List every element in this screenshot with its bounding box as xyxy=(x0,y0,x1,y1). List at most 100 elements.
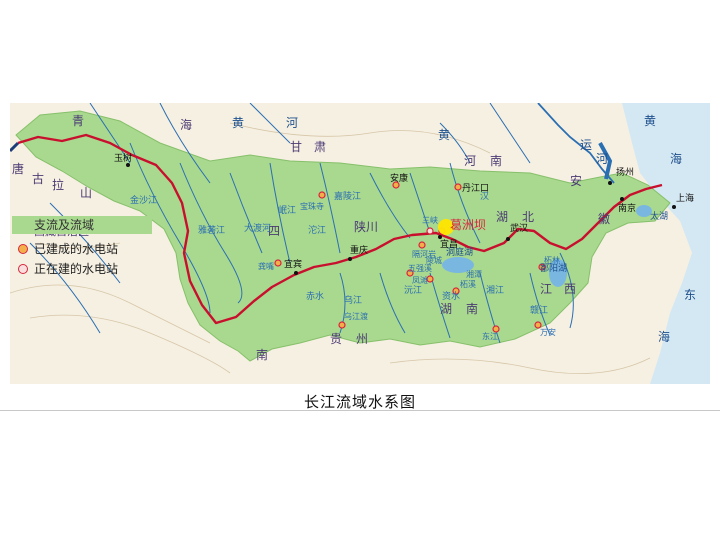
label-city-yichang: 宜昌 xyxy=(440,238,458,250)
label-chishui: 赤水 xyxy=(306,290,324,302)
label-city-shanghai: 上海 xyxy=(676,192,694,204)
label-tuo: 沱江 xyxy=(308,224,326,236)
label-gansu-1: 甘 xyxy=(290,140,302,154)
label-anhui-2: 徽 xyxy=(598,211,610,226)
label-jiangxi-2: 西 xyxy=(564,282,576,296)
label-station-fengtan: 凤滩 xyxy=(412,275,428,285)
label-hubei-1: 湖 xyxy=(496,209,508,224)
label-hunan-1: 湖 xyxy=(440,301,452,316)
label-gezhouba: 葛洲坝 xyxy=(450,218,486,232)
divider-line xyxy=(0,410,720,411)
station-under-construction xyxy=(426,227,434,235)
label-city-xiangtan: 湘潭 xyxy=(466,269,482,279)
label-east-1: 东 xyxy=(684,288,696,302)
label-city-wuhan: 武汉 xyxy=(510,222,528,234)
upper-stream xyxy=(10,141,20,153)
city-yangzhou xyxy=(608,181,612,185)
station-dongjiang xyxy=(492,325,500,333)
label-city-lingcheng: 陵城 xyxy=(426,256,442,265)
label-anhui-1: 安 xyxy=(570,173,582,188)
label-station-sanxia: 三峡 xyxy=(422,215,438,225)
legend-built-row: 已建成的水电站 xyxy=(18,240,118,257)
label-yellow-sea-2: 海 xyxy=(670,151,682,166)
label-qinghai-1: 青 xyxy=(72,114,84,128)
basin-area xyxy=(15,110,671,362)
label-jiangxi-1: 江 xyxy=(540,282,552,296)
yangtze-basin-map: 青 海 西藏自治区 甘 肃 陕 四 川 河 南 湖 北 湖 南 贵 州 江 西 … xyxy=(10,103,710,384)
label-guizhou-2: 州 xyxy=(356,332,368,346)
label-jinsha: 金沙江 xyxy=(130,194,157,206)
station-fengtan xyxy=(406,269,414,277)
label-min: 岷江 xyxy=(278,205,296,216)
map-caption: 长江流域水系图 xyxy=(303,393,416,411)
station-wujiangdu xyxy=(338,321,346,329)
label-guizhou-1: 贵 xyxy=(330,332,342,346)
label-city-yibin: 宜宾 xyxy=(284,258,302,270)
label-huanghe-2: 黄 xyxy=(438,128,450,142)
label-city-chongqing: 重庆 xyxy=(350,244,368,256)
grand-canal xyxy=(537,103,615,184)
map-svg: 青 海 西藏自治区 甘 肃 陕 四 川 河 南 湖 北 湖 南 贵 州 江 西 … xyxy=(10,103,710,384)
label-city-yushu: 玉树 xyxy=(114,152,132,164)
label-city-danjiangkou: 丹江口 xyxy=(462,183,489,194)
label-qinghai-2: 海 xyxy=(180,117,192,132)
station-zhelin xyxy=(538,263,546,271)
poyang-lake xyxy=(549,259,567,287)
dongting-lake xyxy=(442,257,474,273)
legend-built-label: 已建成的水电站 xyxy=(34,242,119,256)
label-poyang: 鄱阳湖 xyxy=(540,263,567,274)
label-taihu: 太湖 xyxy=(650,210,668,222)
label-station-zhexi: 柘溪 xyxy=(460,279,476,289)
label-station-wanan: 万安 xyxy=(540,327,556,337)
label-station-zhelin: 柘林 xyxy=(544,255,560,265)
label-zi: 资水 xyxy=(442,290,460,302)
label-station-geheyan: 隔河岩 xyxy=(412,249,436,259)
label-city-nanjing: 南京 xyxy=(618,202,636,214)
station-baozhusi xyxy=(318,191,326,199)
station-zhexi xyxy=(452,287,460,295)
station-danjiangkou xyxy=(454,183,462,191)
built-station-icon xyxy=(18,244,28,254)
label-yunnan: 南 xyxy=(256,347,268,362)
city-dots xyxy=(126,163,676,275)
legend-building-row: 正在建的水电站 xyxy=(18,260,118,277)
label-dadu: 大渡河 xyxy=(244,222,271,234)
station-anhui xyxy=(392,181,400,189)
station-wanan xyxy=(534,321,542,329)
label-station-gongzui: 龚嘴 xyxy=(258,261,274,271)
label-station-baozhusi: 宝珠寺 xyxy=(300,201,324,211)
label-station-wujiangdu: 乌江渡 xyxy=(344,311,368,321)
label-tanggula-3: 拉 xyxy=(52,177,64,192)
city-wuhan xyxy=(506,237,510,241)
city-yushu xyxy=(126,163,130,167)
terrain-contours xyxy=(10,122,651,374)
sea-area xyxy=(622,103,710,384)
label-wu: 乌江 xyxy=(344,294,362,306)
label-grand-canal-1: 运 xyxy=(580,138,592,152)
label-sichuan-2: 川 xyxy=(366,220,378,234)
label-city-yangzhou: 扬州 xyxy=(616,166,634,178)
tributaries xyxy=(29,103,574,344)
label-yellow-river-1: 黄 xyxy=(232,116,244,130)
canal-water xyxy=(598,142,613,180)
label-yellow-river-2: 河 xyxy=(286,116,298,130)
label-hubei-2: 北 xyxy=(522,210,534,224)
city-shanghai xyxy=(672,205,676,209)
label-shaanxi-1: 陕 xyxy=(354,219,366,234)
label-east-2: 海 xyxy=(658,329,670,344)
legend-title: 支流及流域 xyxy=(12,216,152,234)
label-henan-2: 南 xyxy=(490,153,502,168)
label-henan-1: 河 xyxy=(464,154,476,168)
label-dongting: 洞庭湖 xyxy=(446,246,473,258)
label-yuan: 沅江 xyxy=(404,284,422,296)
legend-building-label: 正在建的水电站 xyxy=(34,262,119,276)
label-yalong: 雅砻江 xyxy=(198,224,225,236)
city-chongqing xyxy=(348,257,352,261)
city-nanjing xyxy=(620,197,624,201)
three-gorges-highlight xyxy=(438,219,454,235)
station-wuqiangxi xyxy=(426,275,434,283)
label-gan: 赣江 xyxy=(530,304,548,316)
yangtze-main-stream xyxy=(17,133,663,325)
label-han: 汉 xyxy=(480,191,489,202)
label-tanggula-1: 唐 xyxy=(12,161,24,176)
